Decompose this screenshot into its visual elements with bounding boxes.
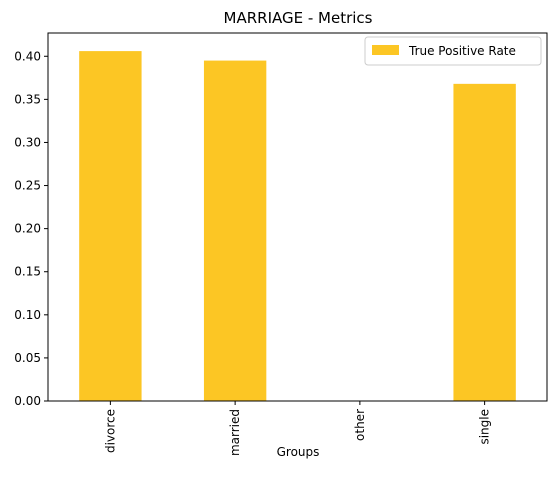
y-tick-label: 0.40 — [14, 49, 41, 63]
x-tick-label-married: married — [228, 409, 242, 456]
legend-frame — [364, 36, 542, 66]
y-axis: 0.00 0.05 0.10 0.15 0.20 0.25 0.30 0.35 0.40 — [14, 49, 48, 408]
chart-title: MARRIAGE - Metrics — [224, 9, 373, 27]
bar-divorce — [79, 51, 142, 401]
y-tick-label: 0.30 — [14, 135, 41, 149]
y-tick-label: 0.15 — [14, 265, 41, 279]
legend-swatch — [372, 45, 399, 55]
bar-married — [203, 60, 267, 401]
x-axis-label: Groups — [277, 445, 320, 459]
y-tick-label: 0.25 — [14, 179, 41, 193]
y-tick-label: 0.20 — [14, 222, 41, 236]
legend: True Positive Rate — [364, 36, 542, 66]
y-tick-label: 0.05 — [14, 351, 41, 365]
x-axis: divorce married other single — [103, 401, 492, 456]
y-tick-label: 0.10 — [14, 308, 41, 322]
legend-label: True Positive Rate — [408, 44, 516, 58]
y-tick-label: 0.00 — [14, 394, 41, 408]
y-tick-label: 0.35 — [14, 92, 41, 106]
x-tick-label-other: other — [353, 409, 367, 441]
bar-single — [453, 83, 516, 401]
plot-frame — [47, 32, 548, 402]
bars-group — [79, 51, 516, 401]
x-tick-label-divorce: divorce — [103, 409, 117, 453]
x-tick-label-single: single — [478, 409, 492, 445]
